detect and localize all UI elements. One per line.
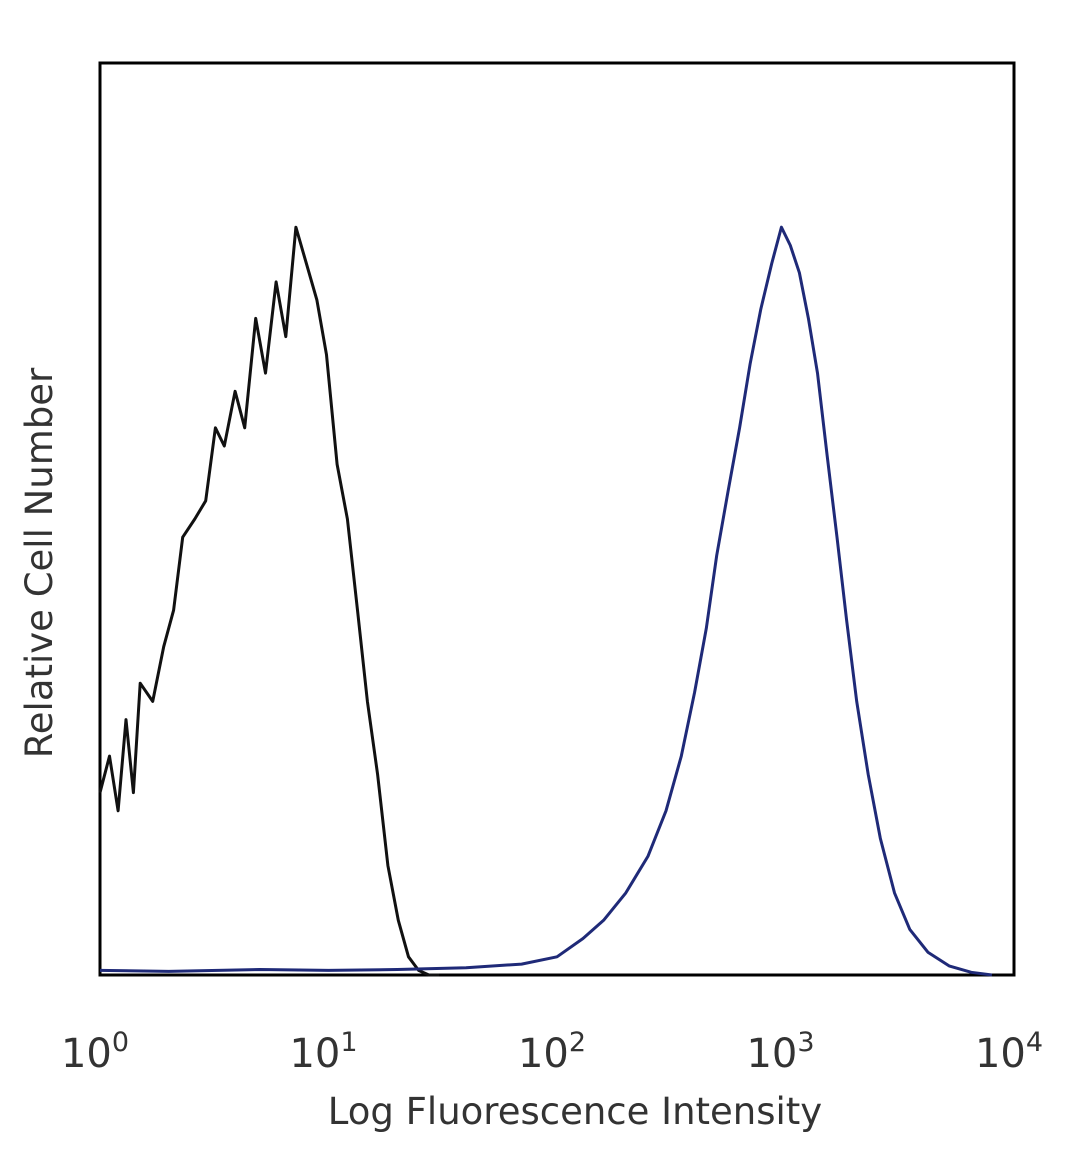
plot-frame	[98, 61, 1016, 977]
x-tick-labels: 100 101 102 103 104	[61, 1027, 1043, 1077]
histogram-series-1	[98, 225, 440, 977]
histogram-series-2	[99, 225, 993, 977]
x-tick-label: 101	[289, 1027, 357, 1077]
series-layer	[98, 225, 993, 977]
y-axis-label: Relative Cell Number	[18, 367, 61, 758]
x-tick-label: 100	[61, 1027, 129, 1077]
x-axis-label: Log Fluorescence Intensity	[328, 1090, 822, 1133]
x-tick-label: 102	[518, 1027, 586, 1077]
x-tick-label: 103	[746, 1027, 814, 1077]
x-tick-label: 104	[975, 1027, 1043, 1077]
